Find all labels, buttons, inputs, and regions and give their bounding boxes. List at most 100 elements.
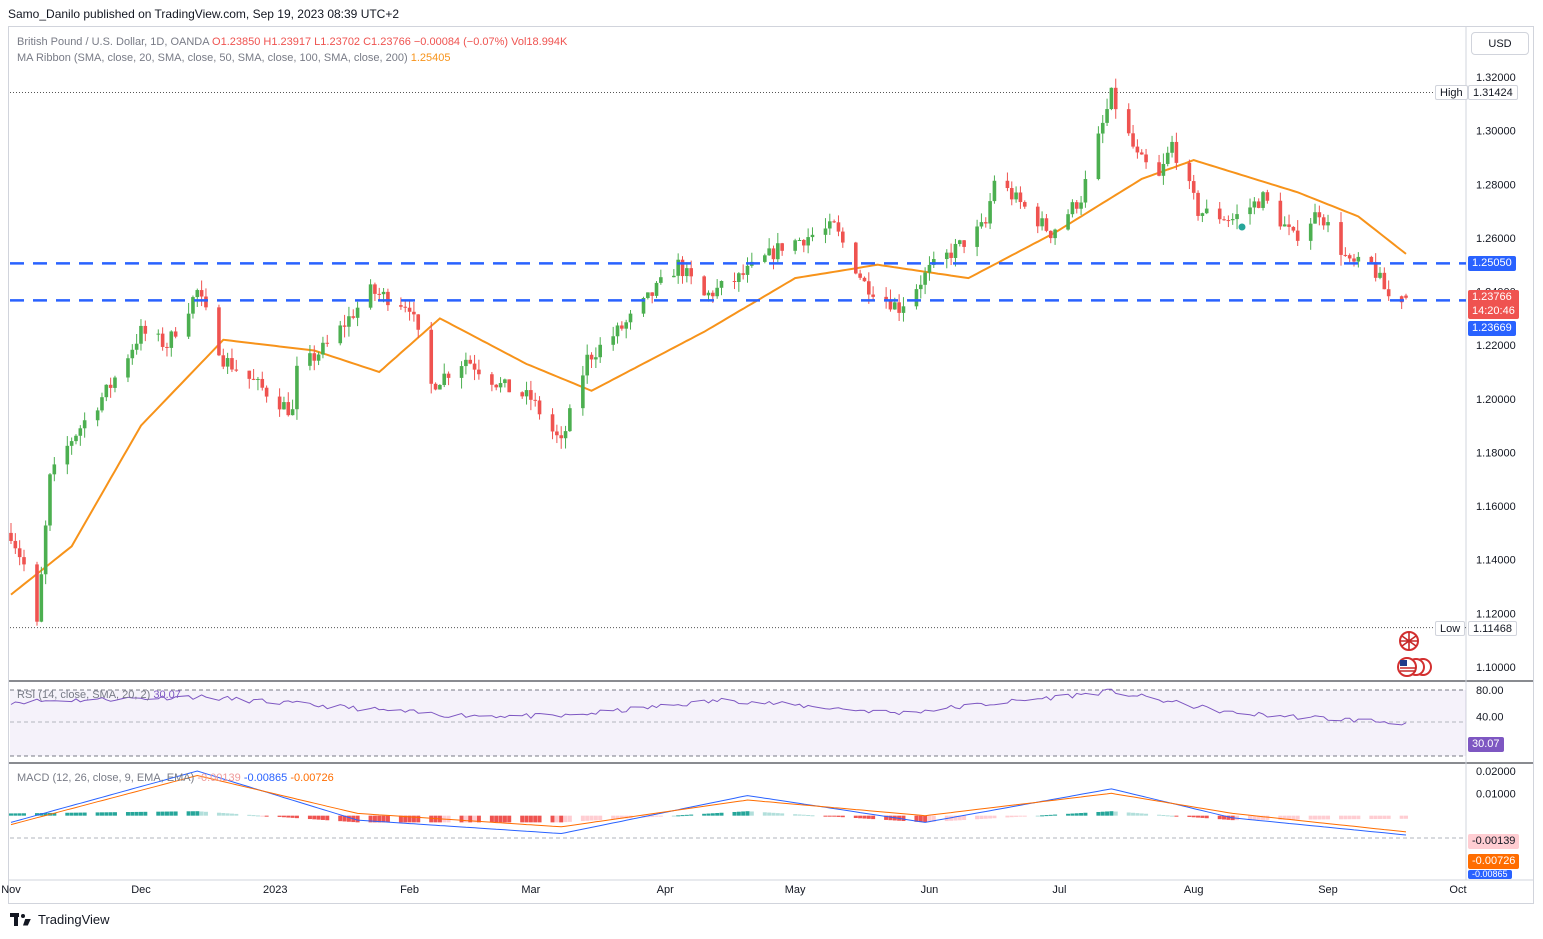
macd-hist-bar [775,813,780,816]
candle [957,239,962,247]
candle [672,269,676,278]
macd-pane[interactable] [9,770,1466,839]
price-pane[interactable] [9,78,1466,629]
macd-hist-bar [13,813,18,816]
candle [741,264,745,280]
time-tick-label: Jul [1052,884,1066,896]
candle [979,213,984,229]
macd-hist-bar [1352,815,1357,820]
macd-hist-bar [806,815,811,817]
macd-hist-bar [840,815,845,818]
usd-flag-icon[interactable] [1397,657,1432,677]
macd-hist-bar [1204,815,1209,819]
candle [866,272,871,304]
candle [1040,211,1044,231]
macd-hist-bar [468,815,473,823]
macd-hist-bar [52,812,57,816]
candle [1096,126,1101,181]
candle [43,520,48,585]
macd-hist-bar [1048,814,1053,816]
candle [1282,216,1287,227]
candle [277,388,282,417]
macd-tick-label: 0.02000 [1476,766,1516,778]
candle [477,359,481,380]
macd-hist-bar [1343,815,1348,820]
candle [1083,170,1088,208]
macd-hist-bar [537,815,542,823]
macd-hist-bar [260,815,265,817]
macd-hist-bar [164,811,169,816]
macd-hist-bar [1126,812,1131,816]
candle [1174,132,1179,170]
candle [732,272,737,290]
rsi-legend[interactable]: RSI (14, close, SMA, 20, 2) 30.07 [17,689,181,701]
candle [923,267,927,295]
symbol-legend[interactable]: British Pound / U.S. Dollar, 1D, OANDA O… [17,36,567,48]
candle [944,249,949,269]
macd-hist-bar [1079,813,1084,816]
macd-hist-bar [1200,815,1205,818]
price-tick-label: 1.18000 [1476,447,1516,459]
macd-hist-bar [307,815,312,820]
candle [100,392,104,413]
price-tick-label: 1.20000 [1476,394,1516,406]
macd-legend[interactable]: MACD (12, 26, close, 9, EMA, EMA) -0.001… [17,772,334,784]
macd-hist-bar [619,815,624,819]
candle [585,344,589,384]
candle [1386,280,1391,301]
macd-hist-bar [1135,813,1140,816]
candle [1105,98,1109,127]
macd-hist-bar [1252,815,1257,820]
candle [126,354,130,383]
footer-brand[interactable]: TradingView [10,912,110,927]
candles-layer [9,78,1408,626]
macd-hist-bar [931,815,936,822]
macd-hist-bar [1040,815,1045,817]
macd-hist-bar [567,815,572,822]
candle [156,329,161,342]
macd-hist-bar [671,815,676,817]
candle [1204,199,1209,215]
macd-hist-bar [1165,815,1170,817]
event-marker-dot[interactable] [1238,223,1246,231]
price-axis[interactable]: 1.320001.300001.280001.260001.240001.220… [1476,72,1516,674]
candle [1048,230,1053,244]
candle [1347,253,1352,263]
candle [931,251,936,269]
macd-hist-bar [463,815,468,823]
macd-hist-bar [372,815,377,823]
candle [1278,192,1283,230]
macd-hist-bar [676,815,681,817]
macd-hist-bar [1083,812,1088,816]
candle [490,371,494,392]
ma-legend[interactable]: MA Ribbon (SMA, close, 20, SMA, close, 5… [17,52,451,64]
rsi-pane[interactable] [10,688,1466,757]
candle [659,269,663,285]
macd-hist-bar [823,815,828,817]
candle [368,279,373,310]
macd-hist-bar [1321,815,1326,820]
macd-hist-bar [979,815,984,819]
currency-button[interactable]: USD [1471,32,1529,55]
macd-hist-bar [962,815,967,821]
macd-hist-bar [416,815,421,823]
macd-hist-bar [342,815,347,822]
macd-hist-bar [160,811,165,816]
candle [702,275,706,296]
macd-hist-bar [1053,814,1058,816]
macd-hist-bar [715,813,720,816]
macd-hist-bar [1347,815,1352,820]
time-tick-label: Oct [1449,884,1466,896]
rsi-label: RSI (14, close, SMA, 20, 2) [17,689,151,701]
time-axis[interactable]: Nov Dec 2023 Feb Mar Apr May Jun Jul Aug Sep Oct [1,884,1466,896]
candle [416,314,421,338]
candle [715,279,719,299]
macd-hist-bar [251,815,256,817]
gbp-flag-icon[interactable] [1399,631,1419,651]
macd-hist-bar [199,811,204,816]
publish-line: Samo_Danilo published on TradingView.com… [8,7,400,21]
horizontal-levels-layer[interactable] [10,262,1466,302]
candle [1352,253,1356,267]
candle [321,336,325,359]
